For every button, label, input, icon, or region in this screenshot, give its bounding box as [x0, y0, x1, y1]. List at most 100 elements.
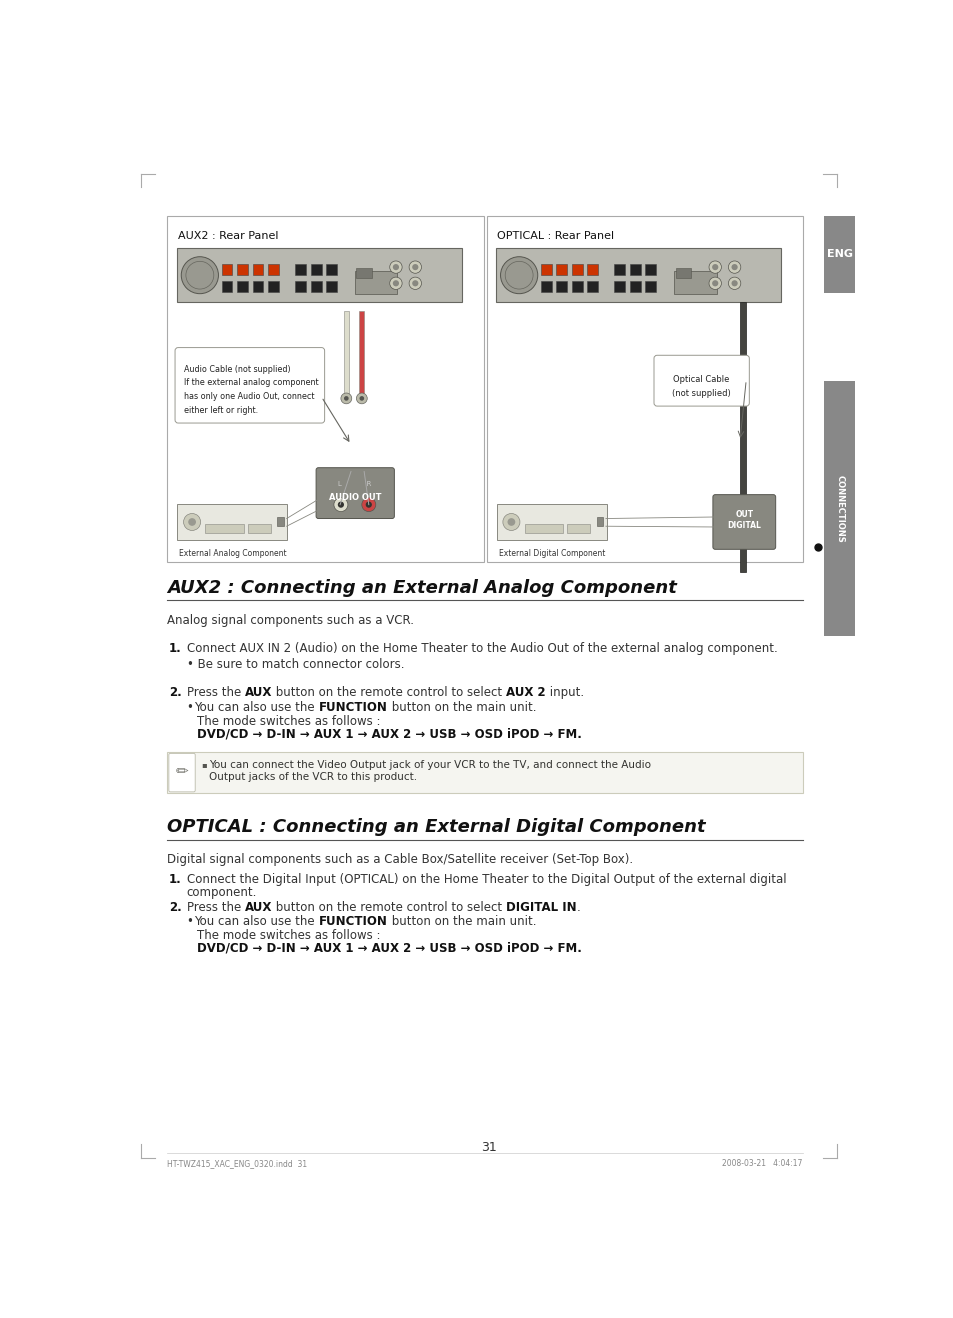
Text: DIGITAL: DIGITAL	[726, 521, 760, 530]
Text: You can connect the Video Output jack of your VCR to the TV, and connect the Aud: You can connect the Video Output jack of…	[209, 759, 651, 770]
Circle shape	[340, 393, 352, 403]
Circle shape	[390, 277, 402, 290]
Circle shape	[500, 257, 537, 294]
Text: AUDIO OUT: AUDIO OUT	[328, 493, 380, 502]
Bar	[277, 517, 283, 526]
Text: component.: component.	[187, 886, 256, 899]
Bar	[355, 270, 397, 294]
Bar	[675, 269, 691, 278]
Bar	[540, 265, 551, 275]
Text: Connect AUX IN 2 (Audio) on the Home Theater to the Audio Out of the external an: Connect AUX IN 2 (Audio) on the Home The…	[187, 642, 777, 655]
Text: • Be sure to match connector colors.: • Be sure to match connector colors.	[187, 658, 404, 671]
Circle shape	[393, 264, 398, 270]
Bar	[268, 281, 278, 293]
Text: AUX: AUX	[244, 902, 272, 915]
Bar	[311, 281, 321, 293]
Bar	[524, 525, 562, 534]
Circle shape	[728, 261, 740, 273]
Bar	[645, 265, 656, 275]
Circle shape	[502, 514, 519, 530]
Bar	[556, 265, 567, 275]
Circle shape	[344, 397, 348, 401]
Text: button on the main unit.: button on the main unit.	[387, 701, 536, 714]
Text: 2.: 2.	[169, 902, 181, 915]
FancyBboxPatch shape	[654, 356, 748, 406]
Bar	[556, 281, 567, 293]
Bar	[823, 216, 855, 293]
Text: ▪: ▪	[201, 759, 207, 768]
Bar	[167, 216, 483, 563]
Circle shape	[507, 518, 515, 526]
Text: •: •	[187, 701, 197, 714]
Text: AUX 2: AUX 2	[505, 685, 545, 699]
Text: L           R: L R	[337, 481, 371, 486]
Text: Press the: Press the	[187, 685, 244, 699]
Bar	[344, 311, 348, 394]
Circle shape	[393, 281, 398, 286]
Text: The mode switches as follows :: The mode switches as follows :	[196, 714, 380, 728]
Bar	[587, 281, 598, 293]
Bar	[221, 281, 233, 293]
FancyBboxPatch shape	[712, 494, 775, 550]
Text: 31: 31	[480, 1140, 497, 1153]
Circle shape	[711, 264, 718, 270]
FancyBboxPatch shape	[315, 468, 394, 518]
Text: Connect the Digital Input (OPTICAL) on the Home Theater to the Digital Output of: Connect the Digital Input (OPTICAL) on t…	[187, 874, 785, 887]
Text: 2008-03-21   4:04:17: 2008-03-21 4:04:17	[721, 1159, 802, 1168]
Text: OUT: OUT	[735, 510, 753, 519]
Bar	[496, 248, 781, 302]
Text: Audio Cable (not supplied): Audio Cable (not supplied)	[184, 365, 291, 373]
Text: AUX2 : Connecting an External Analog Component: AUX2 : Connecting an External Analog Com…	[167, 579, 677, 597]
Text: Digital signal components such as a Cable Box/Satellite receiver (Set-Top Box).: Digital signal components such as a Cabl…	[167, 854, 633, 866]
Bar	[326, 265, 336, 275]
Circle shape	[188, 518, 195, 526]
Circle shape	[361, 498, 375, 511]
Bar	[740, 302, 745, 572]
FancyBboxPatch shape	[169, 754, 195, 792]
Bar	[629, 281, 640, 293]
Bar	[253, 265, 263, 275]
Circle shape	[412, 281, 418, 286]
Text: 2.: 2.	[169, 685, 181, 699]
Circle shape	[181, 257, 218, 294]
Text: The mode switches as follows :: The mode switches as follows :	[196, 929, 380, 942]
Text: Press the: Press the	[187, 902, 244, 915]
Circle shape	[356, 393, 367, 403]
Bar	[311, 265, 321, 275]
Circle shape	[708, 277, 720, 290]
Bar	[294, 265, 306, 275]
Text: You can also use the: You can also use the	[194, 701, 318, 714]
Text: You can also use the: You can also use the	[194, 915, 318, 928]
Bar	[540, 281, 551, 293]
Text: AUX: AUX	[244, 685, 272, 699]
Circle shape	[728, 277, 740, 290]
Bar	[248, 525, 271, 534]
Bar	[205, 525, 244, 534]
Text: button on the remote control to select: button on the remote control to select	[272, 685, 505, 699]
Bar	[629, 265, 640, 275]
Bar	[176, 248, 461, 302]
FancyBboxPatch shape	[174, 348, 324, 423]
Bar	[645, 281, 656, 293]
Circle shape	[183, 514, 200, 530]
Circle shape	[731, 264, 737, 270]
Text: input.: input.	[545, 685, 583, 699]
Text: Optical Cable: Optical Cable	[673, 376, 729, 385]
FancyBboxPatch shape	[497, 503, 606, 540]
Text: button on the remote control to select: button on the remote control to select	[272, 902, 505, 915]
Bar	[567, 525, 590, 534]
Bar	[356, 269, 372, 278]
Circle shape	[365, 502, 372, 507]
Circle shape	[708, 261, 720, 273]
Circle shape	[412, 264, 418, 270]
Text: OPTICAL : Connecting an External Digital Component: OPTICAL : Connecting an External Digital…	[167, 818, 705, 836]
Bar	[587, 265, 598, 275]
Text: ✏: ✏	[175, 763, 188, 779]
Circle shape	[359, 397, 364, 401]
Bar	[596, 517, 602, 526]
Text: 1.: 1.	[169, 642, 181, 655]
Text: AUX2 : Rear Panel: AUX2 : Rear Panel	[178, 232, 278, 241]
Bar	[326, 281, 336, 293]
Circle shape	[409, 261, 421, 273]
Bar	[823, 381, 855, 635]
